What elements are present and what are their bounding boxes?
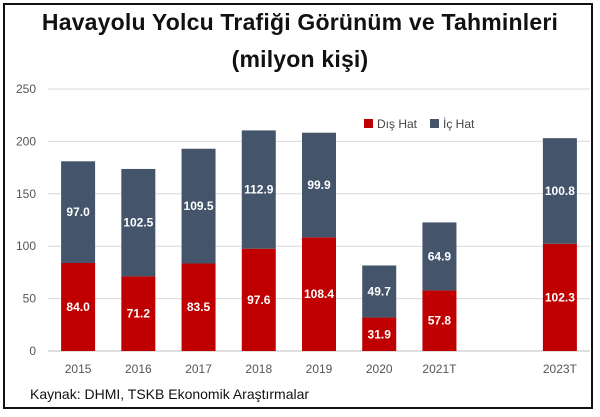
bar-dis-hat [542, 243, 577, 351]
data-label: 102.5 [123, 216, 153, 230]
bar-ic-hat [121, 168, 156, 277]
data-label: 108.4 [304, 287, 334, 301]
bar-ic-hat [61, 161, 96, 263]
x-tick-label: 2023T [543, 362, 578, 376]
data-label: 84.0 [66, 300, 90, 314]
data-label: 97.0 [66, 205, 90, 219]
bar-dis-hat [61, 262, 96, 351]
bar-dis-hat [121, 276, 156, 351]
legend-label: İç Hat [443, 117, 475, 131]
data-label: 99.9 [307, 178, 331, 192]
chart-frame [3, 3, 593, 409]
legend-swatch-ic-hat [430, 119, 439, 128]
bar-ic-hat [181, 148, 216, 264]
x-tick-label: 2018 [245, 362, 272, 376]
data-label: 109.5 [184, 199, 214, 213]
bar-dis-hat [362, 317, 397, 351]
data-label: 112.9 [244, 183, 274, 197]
data-label: 97.6 [247, 293, 271, 307]
legend-swatch-dis-hat [364, 119, 373, 128]
x-tick-label: 2017 [185, 362, 212, 376]
y-tick-label: 200 [16, 134, 36, 148]
bar-ic-hat [542, 138, 577, 244]
data-label: 57.8 [428, 314, 452, 328]
legend-label: Dış Hat [377, 117, 418, 131]
data-label: 71.2 [127, 307, 151, 321]
source-note: Kaynak: DHMI, TSKB Ekonomik Araştırmalar [30, 386, 310, 402]
y-tick-label: 0 [29, 344, 36, 358]
bar-ic-hat [422, 222, 457, 291]
bar-ic-hat [362, 265, 397, 318]
y-tick-label: 150 [16, 187, 36, 201]
data-label: 31.9 [368, 327, 392, 341]
bar-dis-hat [181, 263, 216, 351]
y-tick-label: 50 [23, 292, 37, 306]
bar-dis-hat [302, 237, 336, 351]
x-tick-label: 2020 [366, 362, 393, 376]
data-label: 83.5 [187, 300, 211, 314]
data-label: 49.7 [368, 285, 392, 299]
bar-ic-hat [302, 132, 336, 238]
x-tick-label: 2015 [65, 362, 92, 376]
x-tick-label: 2021T [422, 362, 457, 376]
x-tick-label: 2016 [125, 362, 152, 376]
y-tick-label: 250 [16, 82, 36, 96]
x-tick-label: 2019 [306, 362, 333, 376]
y-tick-label: 100 [16, 239, 36, 253]
bar-dis-hat [241, 248, 276, 351]
data-label: 64.9 [428, 249, 452, 263]
chart-subtitle: (milyon kişi) [231, 46, 369, 72]
data-label: 100.8 [545, 184, 575, 198]
bar-dis-hat [422, 290, 457, 351]
bar-ic-hat [241, 130, 276, 249]
data-label: 102.3 [545, 290, 575, 304]
chart-title: Havayolu Yolcu Trafiği Görünüm ve Tahmin… [41, 9, 559, 35]
